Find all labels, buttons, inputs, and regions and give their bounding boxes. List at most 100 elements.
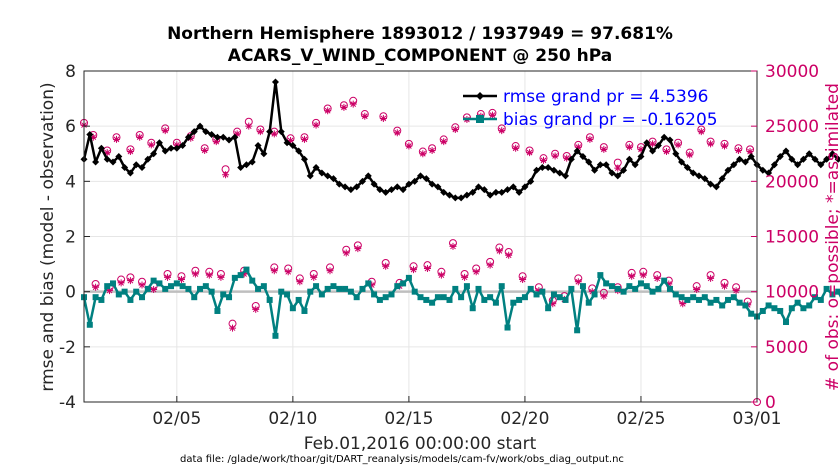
bias-point bbox=[226, 294, 233, 301]
bias-point bbox=[336, 285, 343, 292]
bias-point bbox=[434, 294, 441, 301]
obs-assimilated-marker bbox=[600, 292, 608, 300]
bias-point bbox=[690, 294, 697, 301]
bias-point bbox=[255, 285, 262, 292]
y-right-tick-label: 0 bbox=[765, 393, 776, 413]
bias-point bbox=[318, 291, 325, 298]
rmse-point bbox=[289, 141, 297, 149]
rmse-point bbox=[161, 147, 169, 155]
obs-assimilated-marker bbox=[449, 242, 457, 250]
rmse-point bbox=[115, 153, 123, 161]
rmse-point bbox=[765, 169, 773, 177]
rmse-point bbox=[184, 133, 192, 141]
y-tick-label: 6 bbox=[65, 117, 76, 137]
obs-assimilated-marker bbox=[451, 125, 459, 133]
bias-point bbox=[197, 285, 204, 292]
bias-point bbox=[614, 285, 621, 292]
rmse-point bbox=[805, 150, 813, 158]
rmse-point bbox=[683, 164, 691, 172]
rmse-point bbox=[736, 155, 744, 163]
bias-point bbox=[463, 283, 470, 290]
obs-assimilated-marker bbox=[191, 270, 199, 278]
x-tick-label: 02/25 bbox=[616, 409, 665, 429]
bias-point bbox=[405, 274, 412, 281]
obs-assimilated-marker bbox=[354, 245, 362, 253]
rmse-point bbox=[689, 169, 697, 177]
rmse-point bbox=[318, 169, 326, 177]
rmse-point bbox=[393, 183, 401, 191]
bias-point bbox=[353, 294, 360, 301]
obs-assimilated-marker bbox=[270, 130, 278, 138]
tick-marks bbox=[84, 70, 758, 403]
bias-point bbox=[458, 294, 465, 301]
obs-assimilated-marker bbox=[284, 268, 292, 276]
bias-point bbox=[806, 302, 813, 309]
obs-assimilated-marker bbox=[349, 100, 357, 108]
bias-point bbox=[272, 332, 279, 339]
obs-assimilated-marker bbox=[136, 133, 144, 141]
bias-point bbox=[655, 285, 662, 292]
bias-point bbox=[330, 283, 337, 290]
rmse-point bbox=[782, 147, 790, 155]
bias-point bbox=[695, 296, 702, 303]
rmse-point bbox=[585, 158, 593, 166]
obs-assimilated-marker bbox=[551, 152, 559, 160]
bias-point bbox=[394, 283, 401, 290]
rmse-point bbox=[741, 158, 749, 166]
rmse-point bbox=[208, 130, 216, 138]
rmse-point bbox=[614, 172, 622, 180]
obs-assimilated-marker bbox=[637, 145, 645, 153]
rmse-point bbox=[329, 175, 337, 183]
rmse-point bbox=[828, 150, 836, 158]
obs-assimilated-marker bbox=[161, 127, 169, 135]
rmse-point bbox=[306, 172, 314, 180]
rmse-point bbox=[155, 139, 163, 147]
bias-point bbox=[376, 296, 383, 303]
rmse-point bbox=[173, 144, 181, 152]
rmse-point bbox=[138, 164, 146, 172]
rmse-point bbox=[324, 172, 332, 180]
rmse-point bbox=[237, 164, 245, 172]
rmse-point bbox=[457, 194, 465, 202]
rmse-point bbox=[260, 150, 268, 158]
bias-point bbox=[724, 296, 731, 303]
legend-rmse-label: rmse grand pr = 4.5396 bbox=[503, 87, 708, 107]
rmse-point bbox=[625, 155, 633, 163]
bias-point bbox=[365, 280, 372, 287]
obs-assimilated-marker bbox=[423, 264, 431, 272]
rmse-point bbox=[747, 153, 755, 161]
y-right-tick-label: 20000 bbox=[765, 172, 819, 192]
bias-point bbox=[736, 299, 743, 306]
obs-assimilated-marker bbox=[270, 267, 278, 275]
rmse-point bbox=[469, 188, 477, 196]
bias-point bbox=[191, 294, 198, 301]
rmse-point bbox=[144, 155, 152, 163]
x-tick-label: 02/05 bbox=[152, 409, 201, 429]
bias-point bbox=[771, 305, 778, 312]
rmse-point bbox=[712, 183, 720, 191]
x-tick-label: 03/01 bbox=[733, 409, 782, 429]
obs-assimilated-marker bbox=[419, 150, 427, 158]
x-tick-label: 02/15 bbox=[384, 409, 433, 429]
rmse-point bbox=[799, 155, 807, 163]
bias-point bbox=[313, 283, 320, 290]
obs-assimilated-marker bbox=[112, 135, 120, 143]
rmse-point bbox=[521, 183, 529, 191]
rmse-point bbox=[602, 161, 610, 169]
rmse-point bbox=[283, 139, 291, 147]
y-right-tick-label: 25000 bbox=[765, 117, 819, 137]
bias-point bbox=[637, 280, 644, 287]
bias-point bbox=[626, 283, 633, 290]
obs-assimilated-marker bbox=[649, 140, 657, 148]
bias-point bbox=[632, 285, 639, 292]
obs-assimilated-marker bbox=[535, 287, 543, 295]
rmse-point bbox=[300, 155, 308, 163]
bias-point bbox=[684, 296, 691, 303]
obs-assimilated-marker bbox=[437, 271, 445, 279]
bias-point bbox=[173, 280, 180, 287]
obs-assimilated-marker bbox=[461, 273, 469, 281]
obs-assimilated-marker bbox=[674, 141, 682, 149]
x-axis-label: Feb.01,2016 00:00:00 start bbox=[304, 434, 537, 454]
bias-point bbox=[127, 296, 134, 303]
bias-point bbox=[707, 299, 714, 306]
